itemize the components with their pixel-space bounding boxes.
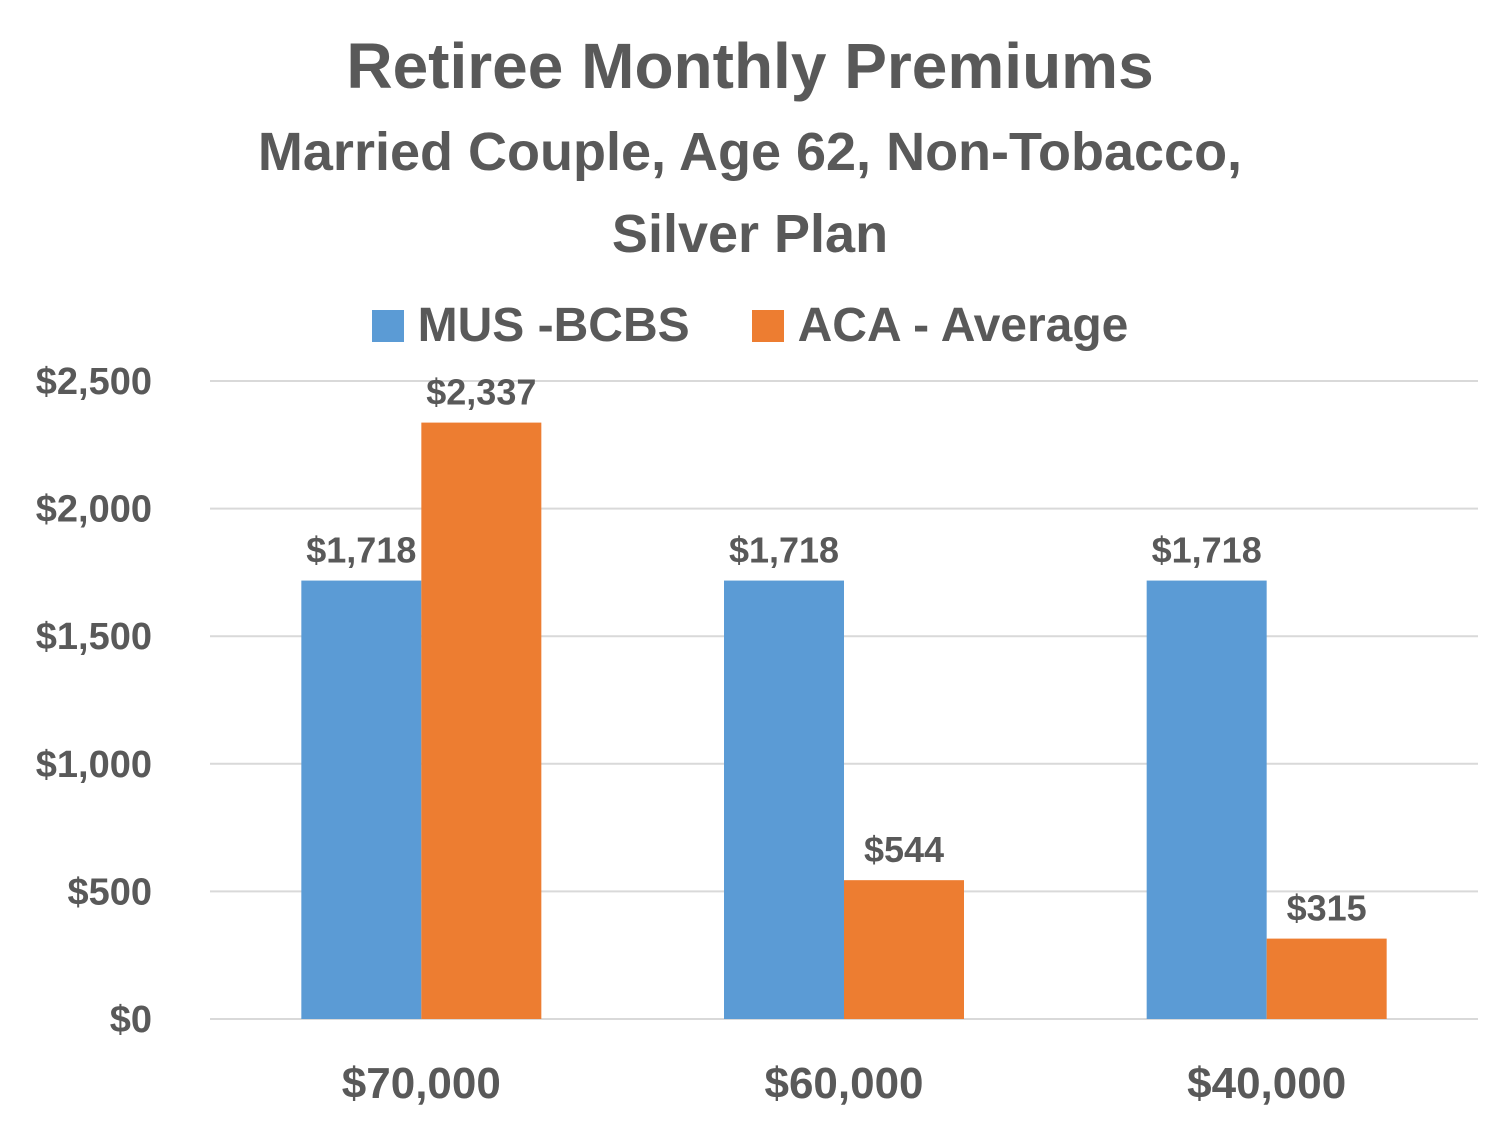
bar-mus-bcbs bbox=[301, 580, 422, 1019]
chart-subtitle-line-1: Married Couple, Age 62, Non-Tobacco, bbox=[257, 122, 1243, 182]
x-tick-label: $40,000 bbox=[1187, 1059, 1346, 1108]
legend-item-aca-average: ACA - Average bbox=[751, 298, 1129, 353]
legend-swatch-mus-bcbs bbox=[371, 309, 404, 342]
x-tick-label: $70,000 bbox=[342, 1059, 501, 1108]
y-tick-label: $2,500 bbox=[36, 361, 152, 403]
bar-mus-bcbs bbox=[724, 580, 844, 1019]
data-label: $1,718 bbox=[729, 530, 839, 571]
chart-subtitle-line-2: Silver Plan bbox=[611, 204, 889, 264]
legend-label-aca-average: ACA - Average bbox=[797, 299, 1129, 352]
y-tick-label: $1,500 bbox=[36, 616, 152, 658]
data-label: $1,718 bbox=[306, 530, 416, 571]
data-label: $544 bbox=[864, 829, 944, 870]
y-tick-label: $0 bbox=[110, 999, 152, 1041]
data-label: $315 bbox=[1287, 888, 1367, 929]
y-tick-label: $2,000 bbox=[36, 489, 152, 531]
data-label: $1,718 bbox=[1152, 530, 1262, 571]
y-tick-label: $1,000 bbox=[36, 744, 152, 786]
bar-mus-bcbs bbox=[1146, 580, 1267, 1019]
x-tick-label: $60,000 bbox=[764, 1059, 923, 1108]
bar-aca-average bbox=[1266, 938, 1387, 1019]
legend-label-mus-bcbs: MUS -BCBS bbox=[417, 299, 690, 352]
legend-item-mus-bcbs: MUS -BCBS bbox=[371, 298, 690, 353]
bar-aca-average bbox=[421, 422, 542, 1019]
bar-aca-average bbox=[844, 880, 964, 1019]
chart-legend: MUS -BCBS ACA - Average bbox=[0, 298, 1500, 353]
y-tick-label: $500 bbox=[67, 871, 152, 913]
chart-title: Retiree Monthly Premiums bbox=[346, 30, 1154, 102]
legend-swatch-aca-average bbox=[751, 309, 784, 342]
data-label: $2,337 bbox=[426, 372, 536, 413]
